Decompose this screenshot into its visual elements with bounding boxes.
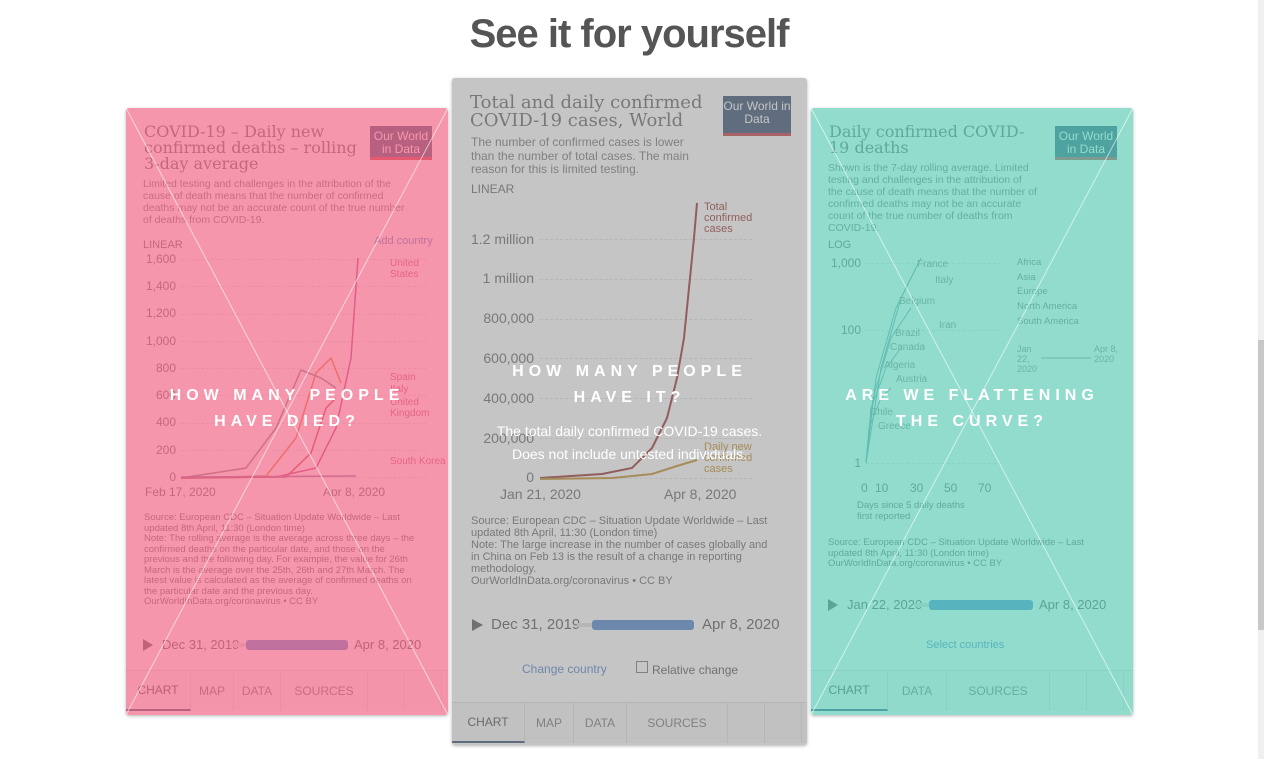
chart-card[interactable]: Daily confirmed COVID-19 deathsOur World…: [811, 108, 1133, 715]
scrollbar[interactable]: [1258, 0, 1264, 759]
decoration: [126, 108, 448, 715]
overlay: HOW MANY PEOPLE HAVE IT? The total daily …: [452, 78, 807, 745]
overlay: ARE WE FLATTENING THE CURVE?: [811, 108, 1133, 715]
description: The total daily confirmed COVID-19 cases…: [496, 423, 763, 462]
chart-card[interactable]: COVID-19 – Daily new confirmed deaths – …: [126, 108, 448, 715]
question: HOW MANY PEOPLE HAVE IT?: [512, 363, 747, 406]
scroll-thumb[interactable]: [1258, 340, 1264, 630]
question: HOW MANY PEOPLE HAVE DIED?: [169, 387, 405, 430]
decoration: [811, 108, 1133, 715]
question: ARE WE FLATTENING THE CURVE?: [845, 387, 1099, 430]
overlay: HOW MANY PEOPLE HAVE DIED?: [126, 108, 448, 715]
chart-card[interactable]: Total and daily confirmed COVID-19 cases…: [452, 78, 807, 745]
page-title: See it for yourself: [469, 12, 790, 56]
